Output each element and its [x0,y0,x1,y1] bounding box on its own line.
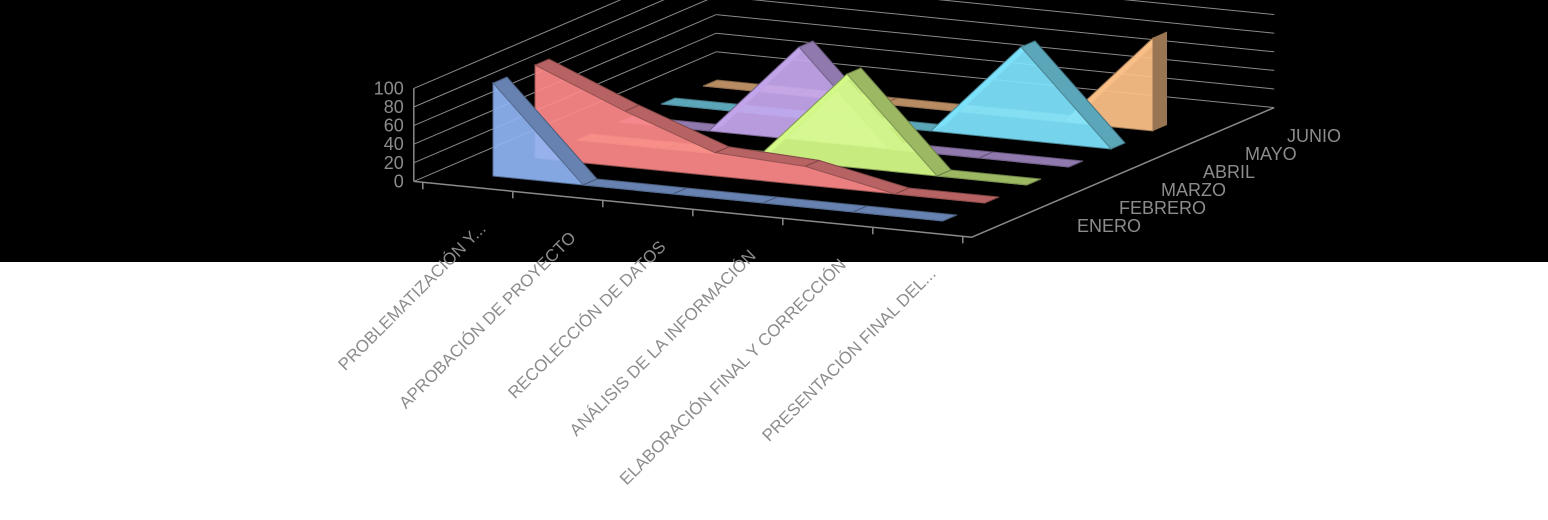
category-label: ELABORACIÓN FINAL Y CORRECCIÓN [616,255,850,489]
series-label: FEBRERO [1119,198,1206,218]
area-end-cap [1153,32,1167,131]
y-tick-label: 60 [384,116,404,136]
y-tick-label: 20 [384,153,404,173]
series-label: ABRIL [1203,162,1255,182]
series-label: JUNIO [1287,126,1341,146]
series-label: MAYO [1245,144,1297,164]
series-label: ENERO [1077,216,1141,236]
category-label: ANÁLISIS DE LA INFORMACIÓN [566,246,760,440]
y-tick-label: 100 [374,78,404,98]
y-tick-label: 80 [384,97,404,117]
y-tick-label: 40 [384,134,404,154]
y-tick-label: 0 [394,171,404,191]
series-label: MARZO [1161,180,1226,200]
category-label: PRESENTACIÓN FINAL DEL... [759,264,940,445]
